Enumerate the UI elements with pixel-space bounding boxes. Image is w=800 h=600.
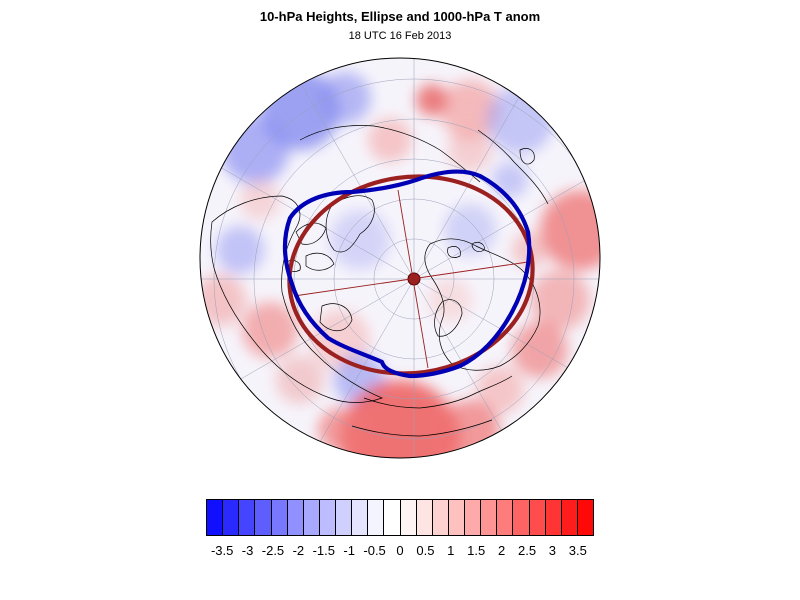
map-boundary xyxy=(199,57,601,459)
anomaly-patch xyxy=(330,210,390,270)
colorbar-swatch xyxy=(448,500,465,535)
anomaly-patch xyxy=(512,322,568,378)
colorbar-swatch xyxy=(239,500,256,535)
meridian-line xyxy=(413,278,600,410)
vortex-ellipse xyxy=(287,174,535,376)
colorbar-swatch xyxy=(545,500,562,535)
meridian-line xyxy=(283,278,415,458)
colorbar-tick-label: -1.5 xyxy=(312,543,335,558)
colorbar-swatch xyxy=(336,500,353,535)
anomaly-patch xyxy=(440,80,500,140)
colorbar-tick-label: -1 xyxy=(343,543,355,558)
anomaly-patch xyxy=(416,84,448,116)
colorbar-tick-label: -2 xyxy=(292,543,305,558)
anomaly-patch xyxy=(242,302,298,358)
anomaly-patch xyxy=(216,226,264,274)
colorbar-swatch xyxy=(465,500,482,535)
colorbar-swatch xyxy=(400,500,417,535)
anomaly-patch xyxy=(319,72,371,124)
anomaly-patch xyxy=(448,128,492,172)
colorbar-tick-label: 2.5 xyxy=(517,543,537,558)
colorbar-tick-label: 0.5 xyxy=(416,543,435,558)
colorbar-swatch xyxy=(561,500,578,535)
anomaly-patch xyxy=(240,180,280,220)
colorbar xyxy=(206,499,594,536)
anomaly-patch xyxy=(444,204,496,256)
colorbar-tick-label: 3.5 xyxy=(568,543,587,558)
colorbar-tick-label: -0.5 xyxy=(363,543,386,558)
colorbar-swatch xyxy=(352,500,369,535)
colorbar-tick-label: 1.5 xyxy=(467,543,486,558)
colorbar-swatch xyxy=(303,500,320,535)
anomaly-patch xyxy=(540,190,600,270)
colorbar-tick-label: 1 xyxy=(447,543,455,558)
map-title: 10-hPa Heights, Ellipse and 1000-hPa T a… xyxy=(259,9,541,24)
colorbar-swatch xyxy=(529,500,546,535)
anomaly-patch xyxy=(340,380,460,458)
colorbar-swatch xyxy=(368,500,385,535)
colorbar-tick-label: -2.5 xyxy=(261,543,285,558)
anomaly-patch xyxy=(530,270,590,330)
colorbar-tick-label: -3.5 xyxy=(210,543,234,558)
anomaly-patch xyxy=(368,118,412,162)
colorbar-swatch xyxy=(481,500,498,535)
colorbar-swatch xyxy=(497,500,514,535)
ellipse-minor-axis xyxy=(293,261,529,297)
anomaly-patch xyxy=(276,356,324,404)
anomaly-patch xyxy=(440,400,500,458)
colorbar-swatch xyxy=(287,500,304,535)
anomaly-patch xyxy=(318,408,362,452)
map-subtitle: 18 UTC 16 Feb 2013 xyxy=(348,30,452,42)
meridian-line xyxy=(200,148,415,280)
temperature-anomaly-field xyxy=(200,70,600,458)
height-contour xyxy=(282,169,532,379)
colorbar-tick-label: 3 xyxy=(548,543,557,558)
colorbar-labels: -3.5 -3 -2.5 -2 -1.5 -1 -0.5 0 0.5 1 1.5 2 2.5 3 3.5 xyxy=(0,543,800,563)
colorbar-tick-label: -3 xyxy=(241,543,254,558)
colorbar-swatch xyxy=(513,500,530,535)
meridian-line xyxy=(283,58,415,280)
colorbar-swatch xyxy=(255,500,272,535)
colorbar-swatch xyxy=(271,500,288,535)
colorbar-swatch xyxy=(416,500,433,535)
colorbar-tick-label: 0 xyxy=(396,543,404,558)
colorbar-swatch xyxy=(384,500,401,535)
colorbar-swatch xyxy=(223,500,240,535)
anomaly-patch xyxy=(476,366,524,414)
colorbar-swatch xyxy=(319,500,336,535)
colorbar-swatch xyxy=(577,500,593,535)
colorbar-tick-label: 2 xyxy=(497,543,506,558)
colorbar-swatch xyxy=(207,500,224,535)
colorbar-swatch xyxy=(432,500,449,535)
